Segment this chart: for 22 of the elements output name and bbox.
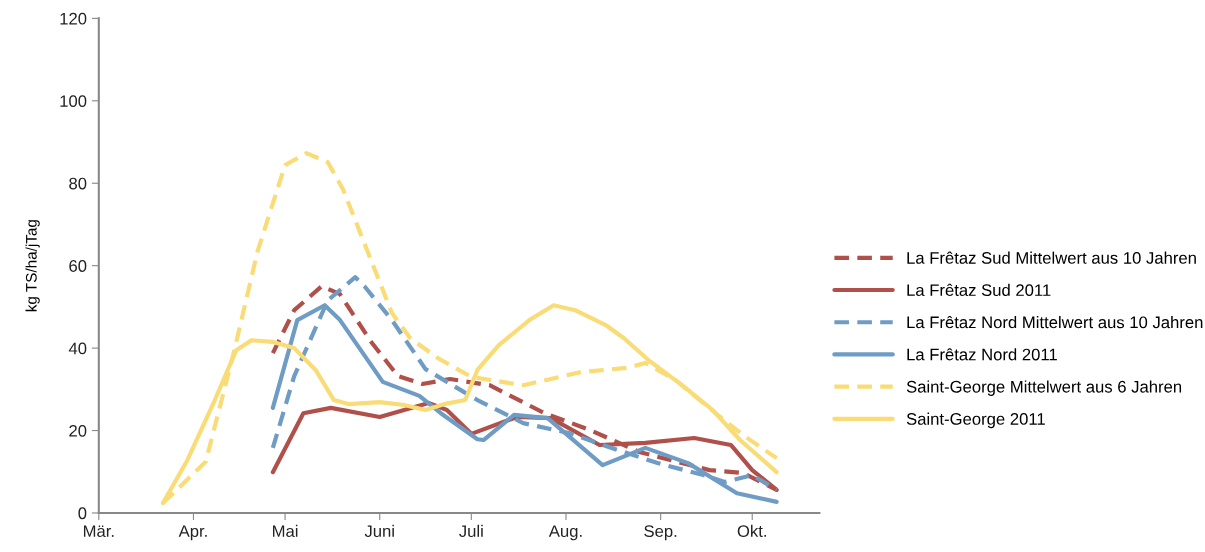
y-tick-label: 100 [60,95,87,108]
y-tick-label: 60 [69,260,87,272]
x-tick-label: Juli [459,524,483,538]
x-tick-label: Apr. [178,525,207,541]
y-tick-label: 0 [78,507,87,520]
x-tick-label: Aug. [548,525,582,541]
legend-label: Saint-George Mittelwert aus 6 Jahren [906,380,1182,396]
x-tick-label: Juni [364,524,394,538]
legend-label: La Frêtaz Nord 2011 [907,348,1057,361]
y-axis-title: kg TS/ha/jTag [25,220,40,312]
y-tick-label: 40 [68,342,87,355]
y-tick-label: 20 [69,424,87,437]
y-tick-label: 80 [69,177,87,190]
legend-label: La Frêtaz Nord Mittelwert aus 10 Jahren [907,315,1203,329]
legend-label: La Frêtaz Sud Mittelwert aus 10 Jahren [907,251,1196,264]
x-tick-label: Mai [273,524,298,538]
legend-label: La Frêtaz Sud 2011 [907,283,1051,297]
x-tick-label: Mär. [83,525,114,538]
x-tick-label: Okt. [737,524,766,538]
legend-label: Saint-George 2011 [906,412,1045,429]
x-tick-label: Sep. [644,525,677,541]
y-tick-label: 120 [60,12,87,25]
